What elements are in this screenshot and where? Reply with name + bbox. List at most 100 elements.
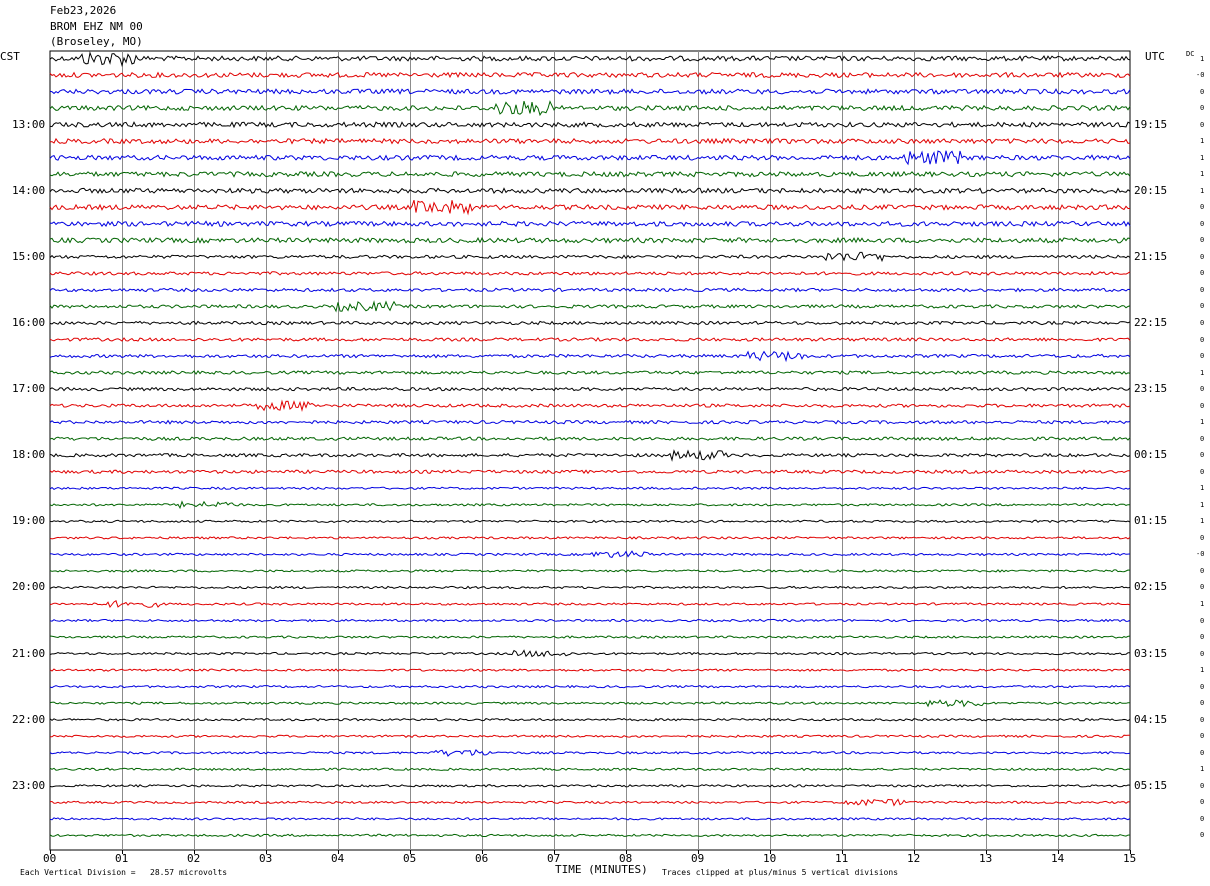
x-tick-label: 03 xyxy=(259,852,273,865)
left-hour-label: 19:00 xyxy=(12,514,46,528)
right-hour-label: 05:15 xyxy=(1134,778,1168,792)
dc-offset-value: 0 xyxy=(1200,120,1205,129)
plot-frame xyxy=(49,50,1131,851)
dc-offset-value: 0 xyxy=(1200,434,1205,443)
seismic-trace xyxy=(49,569,1131,573)
x-tick-label: 00 xyxy=(43,852,57,865)
dc-offset-value: 0 xyxy=(1200,715,1205,724)
seismic-trace xyxy=(49,336,1131,342)
right-hour-label: 23:15 xyxy=(1134,382,1168,396)
x-tick-label: 08 xyxy=(619,852,633,865)
seismic-trace xyxy=(49,469,1131,475)
dc-offset-value: 0 xyxy=(1200,566,1205,575)
dc-offset-value: 0 xyxy=(1200,748,1205,757)
dc-offset-value: 0 xyxy=(1200,451,1205,460)
left-hour-label: 18:00 xyxy=(12,448,46,462)
dc-offset-value: 0 xyxy=(1200,533,1205,542)
seismic-trace xyxy=(49,137,1131,145)
left-hour-label: 17:00 xyxy=(12,382,46,396)
dc-offset-value: 1 xyxy=(1200,368,1205,377)
location-label: (Broseley, MO) xyxy=(50,35,143,48)
left-timezone-label: CST xyxy=(0,50,20,63)
left-hour-label: 21:00 xyxy=(12,646,46,660)
right-hour-label: 02:15 xyxy=(1134,580,1168,594)
dc-offset-value: 1 xyxy=(1200,484,1205,493)
x-tick-label: 02 xyxy=(187,852,201,865)
x-axis-title: TIME (MINUTES) xyxy=(555,863,648,876)
seismic-trace xyxy=(49,600,1131,608)
dc-offset-value: 0 xyxy=(1200,633,1205,642)
seismic-trace xyxy=(49,287,1131,293)
seismic-trace xyxy=(49,220,1131,228)
seismic-trace xyxy=(49,199,1130,216)
seismic-trace xyxy=(49,833,1131,838)
dc-offset-value: 0 xyxy=(1200,649,1205,658)
right-hour-label: 21:15 xyxy=(1134,249,1168,263)
dc-offset-value: 1 xyxy=(1200,137,1205,146)
seismic-trace xyxy=(49,798,1131,807)
seismic-trace xyxy=(49,635,1131,639)
dc-offset-value: 0 xyxy=(1200,252,1205,261)
dc-label: DC xyxy=(1186,50,1195,58)
left-hour-label: 20:00 xyxy=(12,580,46,594)
seismic-trace xyxy=(49,649,1131,658)
seismic-trace xyxy=(49,749,1131,757)
dc-offset-value: 0 xyxy=(1200,781,1205,790)
seismic-trace xyxy=(49,585,1131,590)
right-hour-label: 01:15 xyxy=(1134,514,1168,528)
seismic-trace xyxy=(49,170,1131,178)
x-tick-label: 09 xyxy=(691,852,705,865)
seismic-trace xyxy=(49,734,1130,739)
x-tick-label: 07 xyxy=(547,852,561,865)
seismic-trace xyxy=(49,699,1131,708)
dc-offset-value: 0 xyxy=(1200,831,1205,840)
clip-note: Traces clipped at plus/minus 5 vertical … xyxy=(662,868,899,877)
dc-offset-value: 0 xyxy=(1200,401,1205,410)
dc-offset-value: 0 xyxy=(1200,352,1205,361)
right-hour-label: 22:15 xyxy=(1134,315,1168,329)
dc-offset-value: 0 xyxy=(1200,616,1205,625)
seismic-trace xyxy=(49,536,1131,540)
right-hour-label: 20:15 xyxy=(1134,183,1168,197)
dc-offset-value: 0 xyxy=(1200,335,1205,344)
dc-offset-value: 0 xyxy=(1200,302,1205,311)
left-hour-label: 14:00 xyxy=(12,183,46,197)
dc-offset-value: 0 xyxy=(1200,219,1205,228)
dc-offset-value: 0 xyxy=(1200,467,1205,476)
dc-offset-value: 0 xyxy=(1200,699,1205,708)
seismic-trace xyxy=(49,767,1131,772)
x-tick-label: 12 xyxy=(907,852,921,865)
right-timezone-label: UTC xyxy=(1145,50,1165,63)
x-tick-label: 11 xyxy=(835,852,849,865)
right-hour-label: 04:15 xyxy=(1134,712,1168,726)
dc-offset-value: 1 xyxy=(1200,170,1205,179)
seismic-trace xyxy=(49,519,1131,524)
dc-offset-value: 1 xyxy=(1200,500,1205,509)
dc-offset-value: -0 xyxy=(1196,71,1205,80)
right-hour-label: 03:15 xyxy=(1134,646,1168,660)
seismic-trace xyxy=(49,320,1131,326)
dc-offset-value: 0 xyxy=(1200,732,1205,741)
x-tick-label: 05 xyxy=(403,852,417,865)
seismic-trace xyxy=(49,449,1131,462)
seismic-trace xyxy=(49,668,1131,672)
dc-offset-value: 0 xyxy=(1200,269,1205,278)
seismic-trace xyxy=(49,187,1131,195)
seismic-trace xyxy=(49,436,1131,442)
dc-offset-value: 0 xyxy=(1200,104,1205,113)
seismic-trace xyxy=(49,500,1131,510)
vertical-scale-note: Each Vertical Division = 28.57 microvolt… xyxy=(20,868,228,877)
seismic-trace xyxy=(49,121,1131,129)
dc-offset-value: 1 xyxy=(1200,186,1205,195)
seismic-trace xyxy=(49,399,1131,412)
dc-offset-value: 0 xyxy=(1200,583,1205,592)
seismic-trace xyxy=(49,486,1131,491)
dc-offset-value: 1 xyxy=(1200,153,1205,162)
dc-offset-value: 0 xyxy=(1200,87,1205,96)
dc-offset-value: 0 xyxy=(1200,236,1205,245)
dc-offset-value: 1 xyxy=(1200,418,1205,427)
seismic-trace xyxy=(49,100,1131,117)
seismic-trace xyxy=(49,251,1131,263)
left-hour-label: 13:00 xyxy=(12,117,46,131)
